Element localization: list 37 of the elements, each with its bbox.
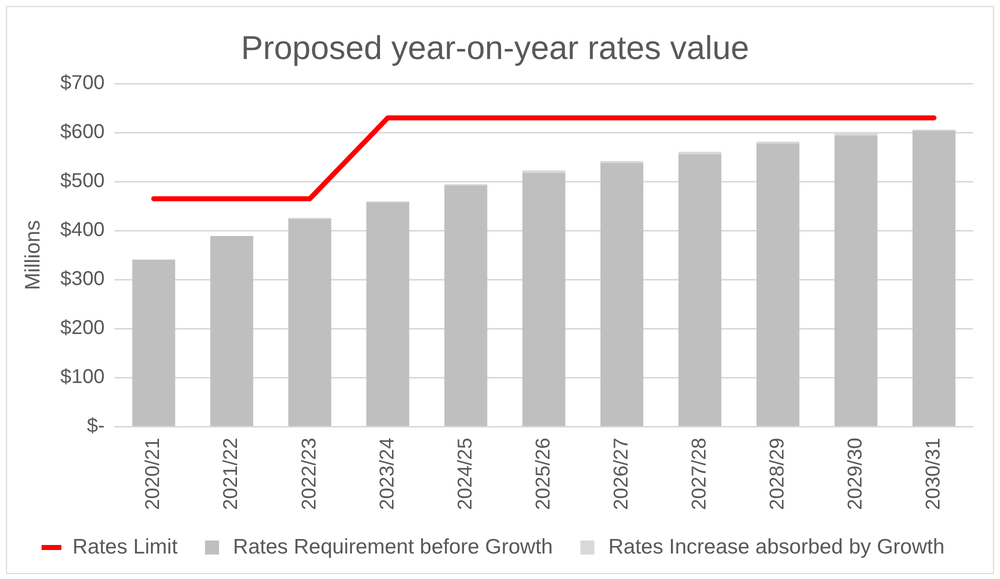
y-tick-label: $200 — [60, 317, 105, 340]
y-tick-label: $100 — [60, 366, 105, 388]
chart-title: Proposed year-on-year rates value — [240, 28, 750, 66]
x-tick-label: 2030/31 — [922, 438, 944, 510]
bar — [366, 202, 410, 426]
bar — [678, 152, 722, 154]
x-tick-label: 2028/29 — [766, 438, 788, 510]
bar — [756, 143, 800, 426]
bar — [912, 130, 956, 426]
x-tick-label: 2023/24 — [376, 438, 398, 510]
legend-label: Rates Limit — [72, 535, 178, 558]
bar — [132, 260, 176, 426]
y-axis-title: Millions — [21, 220, 44, 290]
x-tick-label: 2024/25 — [454, 438, 476, 510]
bar — [678, 154, 722, 426]
y-tick-label: $500 — [60, 170, 105, 192]
bar — [834, 136, 878, 426]
x-tick-label: 2020/21 — [142, 438, 164, 510]
bar — [522, 172, 566, 426]
legend-label: Rates Increase absorbed by Growth — [608, 535, 945, 558]
y-tick-label: $- — [86, 415, 105, 438]
bar — [288, 218, 332, 426]
x-tick-label: 2027/28 — [688, 438, 710, 510]
bar — [444, 186, 488, 426]
x-tick-label: 2022/23 — [298, 438, 320, 510]
y-tick-label: $600 — [60, 121, 105, 144]
x-tick-label: 2026/27 — [610, 438, 632, 510]
bar — [600, 163, 644, 426]
y-tick-label: $700 — [60, 72, 105, 94]
y-tick-label: $400 — [60, 219, 105, 242]
bar — [522, 170, 566, 173]
y-tick-label: $300 — [60, 268, 105, 290]
x-tick-label: 2029/30 — [844, 438, 866, 510]
bar — [210, 236, 254, 426]
x-tick-label: 2021/22 — [220, 438, 242, 510]
x-tick-label: 2025/26 — [532, 438, 554, 510]
legend-label: Rates Requirement before Growth — [233, 535, 553, 558]
